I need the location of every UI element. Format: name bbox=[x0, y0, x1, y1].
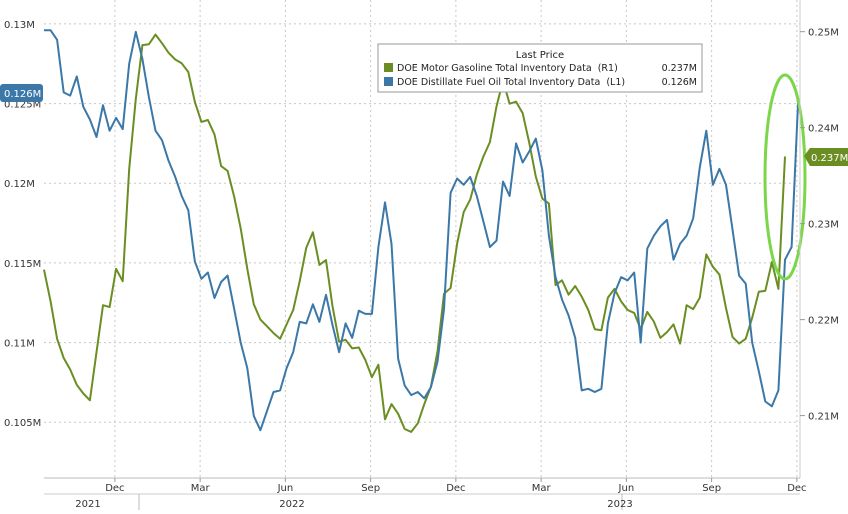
legend-title: Last Price bbox=[516, 50, 564, 61]
right-tick-label: 0.25M bbox=[808, 28, 839, 39]
left-last-value-bg bbox=[0, 84, 43, 102]
right-tick-label: 0.22M bbox=[808, 316, 839, 327]
x-tick-label: Dec bbox=[105, 483, 124, 494]
left-tick-label: 0.105M bbox=[4, 418, 41, 429]
left-tick-label: 0.12M bbox=[4, 179, 35, 190]
x-tick-label: Jun bbox=[277, 483, 294, 494]
left-tick-label: 0.11M bbox=[4, 339, 35, 350]
grid bbox=[44, 0, 800, 478]
series-line-distillate bbox=[44, 29, 800, 432]
legend-swatch-distillate bbox=[384, 77, 393, 86]
legend-swatch-gasoline bbox=[384, 63, 393, 72]
x-axis: Dec Mar Jun Sep Dec Mar Jun Sep Dec 2021 2022 2023 bbox=[75, 478, 807, 510]
x-tick-label: Mar bbox=[191, 483, 211, 494]
left-last-value-tag: 0.126M bbox=[0, 84, 43, 102]
right-last-value-tag: 0.237M bbox=[804, 148, 848, 166]
legend-box bbox=[377, 43, 703, 93]
legend-label-distillate: DOE Distillate Fuel Oil Total Inventory … bbox=[397, 77, 625, 88]
year-label: 2021 bbox=[75, 499, 100, 510]
left-tick-label: 0.125M bbox=[4, 100, 41, 111]
legend: Last Price DOE Motor Gasoline Total Inve… bbox=[377, 43, 703, 93]
x-tick-label: Mar bbox=[532, 483, 552, 494]
right-tick-label: 0.21M bbox=[808, 412, 839, 423]
legend-label-gasoline: DOE Motor Gasoline Total Inventory Data … bbox=[397, 63, 618, 74]
year-label: 2022 bbox=[279, 499, 304, 510]
x-tick-label: Sep bbox=[702, 483, 721, 494]
series-layer bbox=[43, 29, 800, 433]
left-tick-label: 0.115M bbox=[4, 259, 41, 270]
right-last-value-bg bbox=[804, 148, 848, 166]
right-tick-label: 0.23M bbox=[808, 220, 839, 231]
legend-value-distillate: 0.126M bbox=[662, 77, 697, 88]
left-axis: 0.13M 0.125M 0.12M 0.115M 0.11M 0.105M bbox=[4, 20, 41, 429]
legend-value-gasoline: 0.237M bbox=[662, 63, 697, 74]
x-tick-label: Sep bbox=[361, 483, 380, 494]
x-tick-label: Dec bbox=[446, 483, 465, 494]
x-tick-label: Jun bbox=[618, 483, 635, 494]
x-tick-label: Dec bbox=[787, 483, 806, 494]
right-axis: 0.25M 0.24M 0.23M 0.22M 0.21M bbox=[800, 28, 839, 423]
highlight-ellipse bbox=[763, 73, 807, 281]
left-tick-label: 0.13M bbox=[4, 20, 35, 31]
year-label: 2023 bbox=[607, 499, 632, 510]
series-line-gasoline bbox=[43, 33, 786, 433]
right-last-value-text: 0.237M bbox=[811, 153, 848, 164]
right-tick-label: 0.24M bbox=[808, 124, 839, 135]
left-last-value-text: 0.126M bbox=[4, 89, 41, 100]
